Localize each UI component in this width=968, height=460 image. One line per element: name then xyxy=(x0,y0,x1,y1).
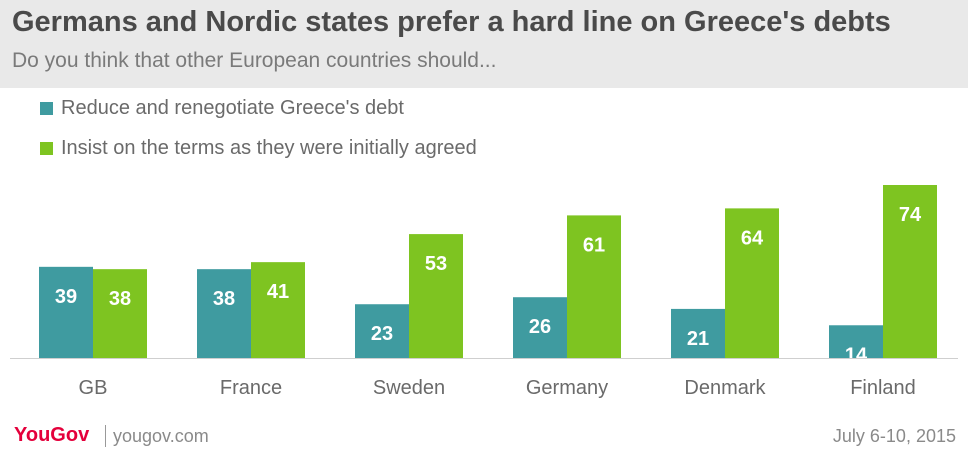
bar-france-series-2 xyxy=(251,262,305,358)
data-label-finland-series-1: 14 xyxy=(845,344,868,366)
bar-france-series-1 xyxy=(197,269,251,358)
data-label-germany-series-1: 26 xyxy=(529,316,551,338)
x-tick-label-gb: GB xyxy=(79,377,108,399)
bar-gb-series-1 xyxy=(39,266,93,358)
x-tick-label-sweden: Sweden xyxy=(373,377,445,399)
data-label-finland-series-2: 74 xyxy=(899,204,922,226)
chart-subtitle: Do you think that other European countri… xyxy=(12,49,497,72)
bar-sweden-series-2 xyxy=(409,234,463,358)
legend-item-reduce: Reduce and renegotiate Greece's debt xyxy=(40,96,477,119)
legend-label-insist: Insist on the terms as they were initial… xyxy=(61,136,477,159)
data-label-gb-series-2: 38 xyxy=(109,288,131,310)
data-label-sweden-series-1: 23 xyxy=(371,323,393,345)
bar-germany-series-1 xyxy=(513,297,567,358)
data-label-france-series-2: 41 xyxy=(267,281,289,303)
chart-header: Germans and Nordic states prefer a hard … xyxy=(0,0,968,88)
bar-finland-series-2 xyxy=(883,185,937,358)
footer-site: yougov.com xyxy=(113,426,209,446)
data-label-france-series-1: 38 xyxy=(213,288,235,310)
bar-finland-series-1 xyxy=(829,325,883,358)
chart-title: Germans and Nordic states prefer a hard … xyxy=(12,6,891,38)
bar-denmark-series-2 xyxy=(725,208,779,358)
bar-sweden-series-1 xyxy=(355,304,409,358)
x-tick-label-france: France xyxy=(220,377,282,399)
bar-germany-series-2 xyxy=(567,215,621,358)
data-label-denmark-series-2: 64 xyxy=(741,227,764,249)
data-label-sweden-series-2: 53 xyxy=(425,253,447,275)
data-label-gb-series-1: 39 xyxy=(55,286,77,308)
x-tick-label-finland: Finland xyxy=(850,377,916,399)
legend-item-insist: Insist on the terms as they were initial… xyxy=(40,136,477,159)
legend-swatch-reduce xyxy=(40,101,53,115)
bar-gb-series-2 xyxy=(93,269,147,358)
footer-divider xyxy=(105,425,106,447)
data-label-germany-series-2: 61 xyxy=(583,234,605,256)
bar-denmark-series-1 xyxy=(671,308,725,358)
chart-legend: Reduce and renegotiate Greece's debt Ins… xyxy=(40,96,477,178)
footer-date: July 6-10, 2015 xyxy=(832,426,956,446)
x-tick-label-denmark: Denmark xyxy=(684,377,766,399)
data-label-denmark-series-1: 21 xyxy=(687,328,709,350)
yougov-logo: YouGov xyxy=(14,424,90,446)
x-tick-label-germany: Germany xyxy=(526,377,608,399)
legend-swatch-insist xyxy=(40,141,53,155)
legend-label-reduce: Reduce and renegotiate Greece's debt xyxy=(61,96,404,119)
